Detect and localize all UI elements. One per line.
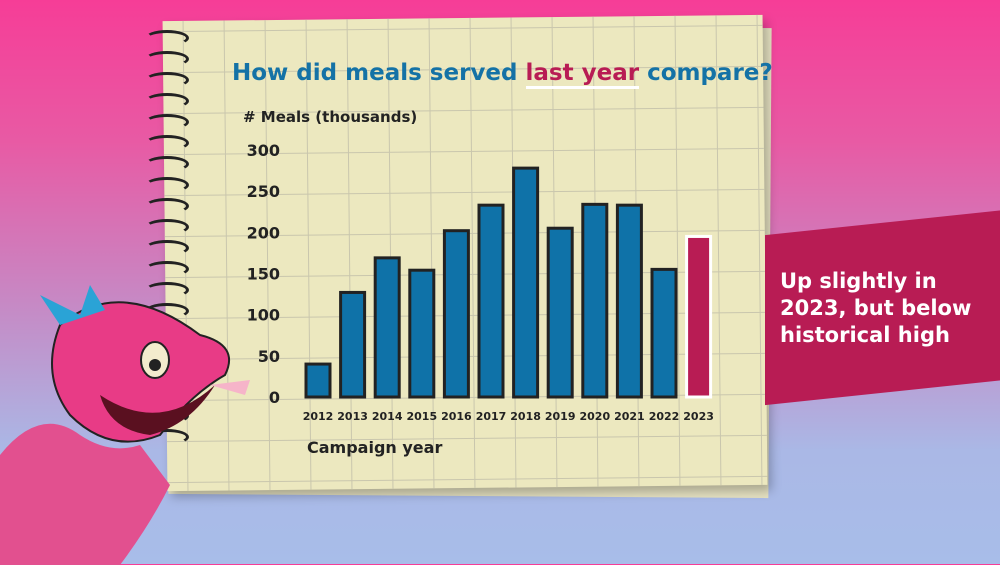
x-tick-label: 2018 [510,410,541,423]
bar-2015 [408,268,436,399]
bar-2022 [650,267,678,399]
y-tick-label: 50 [258,347,280,366]
spiral-ring [145,51,189,67]
x-tick-label: 2013 [337,410,368,423]
y-tick-label: 100 [247,306,280,325]
spiral-ring [145,177,189,193]
y-tick-label: 300 [247,141,280,160]
bar-2021 [615,203,643,399]
bar-2014 [373,256,401,399]
bar-2013 [339,290,367,399]
x-tick-label: 2016 [441,410,472,423]
x-axis-label: Campaign year [307,438,443,457]
callout-text: Up slightly in 2023, but below historica… [780,269,972,347]
bar-2017 [477,203,505,399]
x-tick-label: 2021 [614,410,645,423]
spiral-ring [145,30,189,46]
x-tick-label: 2020 [579,410,610,423]
spiral-ring [145,240,189,256]
spiral-ring [145,72,189,88]
y-tick-label: 0 [269,388,280,407]
bar-2019 [546,226,574,399]
y-axis-label: # Meals (thousands) [243,108,418,126]
monster-mascot-illustration [0,285,250,565]
bar-2016 [442,229,470,399]
spiral-ring [145,93,189,109]
spiral-ring [145,282,189,298]
x-tick-label: 2015 [406,410,437,423]
spiral-ring [145,135,189,151]
spiral-ring [145,261,189,277]
bar-2012 [304,362,332,399]
spiral-ring [145,303,189,319]
x-tick-label: 2012 [303,410,334,423]
spiral-ring [145,114,189,130]
x-tick-label: 2023 [683,410,714,423]
chart-title: How did meals served last year compare? [232,60,773,89]
spiral-ring [145,156,189,172]
bar-2020 [581,202,609,399]
x-tick-label: 2019 [545,410,576,423]
y-tick-label: 250 [247,182,280,201]
spiral-ring [145,198,189,214]
x-tick-label: 2017 [476,410,507,423]
spiral-ring [145,219,189,235]
bar-2018 [512,166,540,399]
x-tick-label: 2014 [372,410,403,423]
x-tick-label: 2022 [649,410,680,423]
bar-2023 [685,234,713,399]
spiral-ring [145,429,189,445]
y-tick-label: 200 [247,223,280,242]
y-tick-label: 150 [247,265,280,284]
